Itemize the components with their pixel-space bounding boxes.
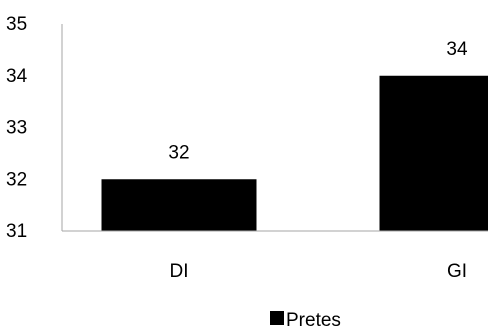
x-tick-label-di: DI bbox=[170, 261, 189, 282]
axes bbox=[61, 24, 488, 232]
y-tick-label: 34 bbox=[6, 66, 28, 87]
legend-label-pretes: Pretes bbox=[286, 310, 341, 331]
y-tick-label: 33 bbox=[6, 118, 27, 139]
bars bbox=[101, 75, 488, 231]
bar-gi bbox=[379, 75, 488, 231]
y-tick-label: 31 bbox=[6, 221, 27, 242]
data-labels: 32 34 bbox=[168, 39, 468, 164]
x-axis-ticks: DI GI bbox=[170, 261, 468, 282]
data-label-gi: 34 bbox=[446, 39, 468, 60]
legend-swatch-pretes bbox=[270, 311, 284, 325]
y-tick-label: 32 bbox=[6, 169, 27, 190]
y-axis-ticks: 31 32 33 34 35 bbox=[6, 14, 28, 242]
data-label-di: 32 bbox=[168, 142, 189, 163]
bar-di bbox=[101, 179, 257, 231]
y-tick-label: 35 bbox=[6, 14, 27, 35]
x-tick-label-gi: GI bbox=[447, 261, 467, 282]
legend: Pretes bbox=[270, 310, 341, 331]
